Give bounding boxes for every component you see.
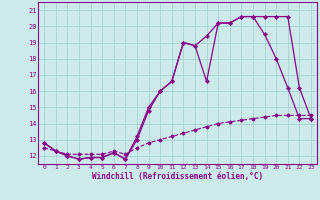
X-axis label: Windchill (Refroidissement éolien,°C): Windchill (Refroidissement éolien,°C): [92, 172, 263, 181]
